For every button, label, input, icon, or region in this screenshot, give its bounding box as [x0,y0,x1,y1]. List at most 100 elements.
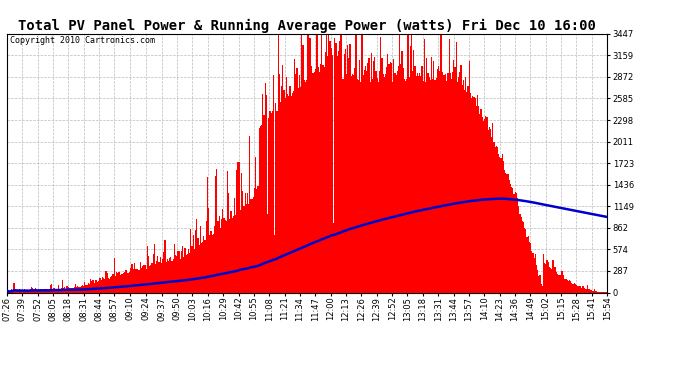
Bar [292,93,293,292]
Bar [480,110,482,292]
Bar [549,267,550,292]
Bar [130,268,131,292]
Bar [16,291,17,292]
Bar [310,66,312,292]
Bar [469,62,470,292]
Bar [357,78,358,292]
Bar [388,64,390,292]
Bar [96,280,97,292]
Bar [293,91,294,292]
Bar [365,66,366,292]
Bar [219,216,220,292]
Bar [334,38,335,292]
Bar [106,273,108,292]
Bar [71,288,72,292]
Bar [385,74,386,292]
Bar [50,285,51,292]
Bar [76,288,77,292]
Bar [32,288,33,292]
Bar [266,94,267,292]
Bar [260,126,261,292]
Bar [448,39,450,292]
Bar [207,177,208,292]
Bar [280,102,281,292]
Bar [395,75,397,292]
Bar [326,34,327,292]
Bar [375,71,377,292]
Bar [398,66,399,292]
Bar [204,240,206,292]
Bar [74,286,75,292]
Bar [214,226,215,292]
Bar [360,82,362,292]
Bar [556,272,557,292]
Bar [257,186,259,292]
Bar [52,289,54,292]
Bar [294,59,295,292]
Bar [108,278,109,292]
Bar [345,49,346,292]
Bar [492,123,493,292]
Bar [197,238,199,292]
Bar [176,256,177,292]
Bar [227,171,228,292]
Bar [325,52,326,292]
Bar [193,235,194,292]
Bar [270,113,272,292]
Bar [552,260,553,292]
Bar [322,65,324,292]
Bar [489,128,490,292]
Bar [362,75,364,292]
Bar [339,41,340,292]
Bar [582,286,583,292]
Bar [216,169,217,292]
Bar [36,290,37,292]
Bar [451,79,452,292]
Bar [463,80,464,292]
Bar [166,262,167,292]
Bar [466,93,467,292]
Bar [156,261,157,292]
Bar [596,291,598,292]
Bar [301,34,302,292]
Bar [269,111,270,292]
Bar [253,197,254,292]
Bar [313,73,314,292]
Bar [333,223,334,292]
Bar [529,242,530,292]
Bar [114,258,115,292]
Bar [53,288,55,292]
Bar [497,147,498,292]
Bar [184,248,186,292]
Bar [390,63,391,292]
Bar [17,291,18,292]
Bar [470,93,471,292]
Bar [91,281,92,292]
Bar [66,286,68,292]
Bar [344,54,345,292]
Bar [144,265,146,292]
Bar [248,204,249,292]
Bar [366,71,367,292]
Bar [299,75,300,292]
Bar [61,288,62,292]
Bar [13,283,14,292]
Bar [340,34,342,292]
Bar [473,97,475,292]
Bar [550,268,551,292]
Bar [264,115,265,292]
Bar [435,78,437,292]
Bar [509,180,510,292]
Bar [510,184,511,292]
Bar [98,281,99,292]
Bar [530,243,531,292]
Bar [543,254,544,292]
Bar [210,231,212,292]
Bar [397,71,398,292]
Bar [23,291,24,292]
Bar [26,291,28,292]
Bar [485,116,486,292]
Bar [212,235,213,292]
Bar [286,77,287,292]
Bar [585,289,586,292]
